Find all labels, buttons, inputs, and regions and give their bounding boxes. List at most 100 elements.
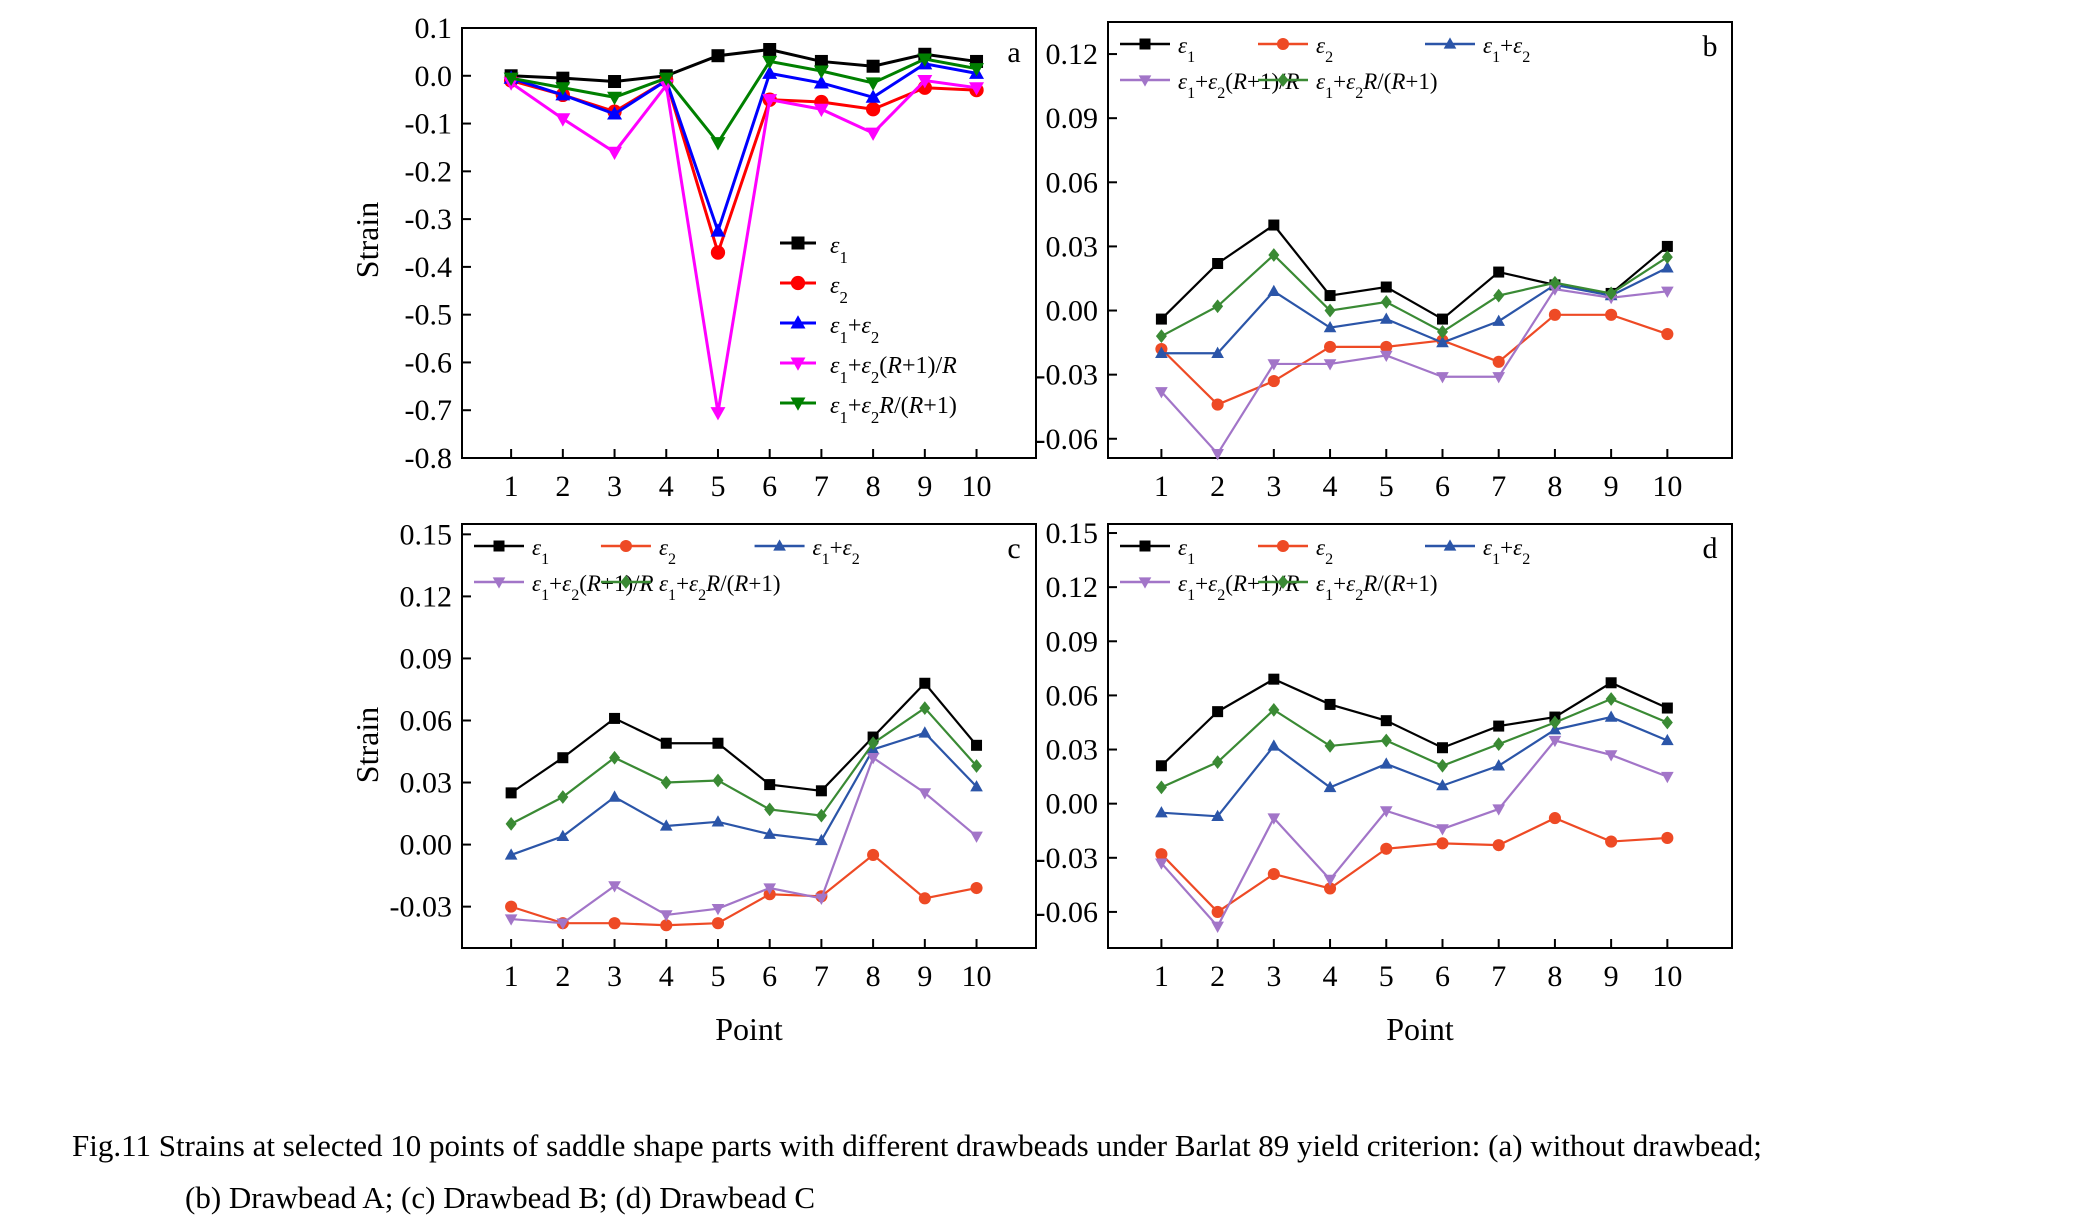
- data-point: [660, 919, 673, 932]
- x-tick-label: 5: [1379, 470, 1394, 503]
- legend-label: ε2: [830, 273, 848, 307]
- legend-marker: [619, 539, 632, 553]
- plot-frame-a: [461, 27, 1037, 459]
- data-point: [1492, 804, 1506, 816]
- data-point: [608, 790, 621, 802]
- y-tick-label: 0.15: [400, 518, 453, 551]
- data-point: [1324, 739, 1336, 753]
- y-tick-label: 0.1: [415, 12, 453, 45]
- data-point: [1492, 314, 1506, 326]
- legend-label: ε1+ε2R/(R+1): [830, 393, 957, 427]
- data-point: [1212, 299, 1224, 314]
- legend-label: ε1+ε2(R+1)/R: [1178, 69, 1300, 102]
- y-tick-label: 0.12: [1046, 38, 1099, 71]
- data-point: [1492, 839, 1505, 852]
- data-point: [815, 833, 828, 846]
- data-point: [763, 43, 777, 56]
- y-tick-label: -0.06: [1036, 423, 1099, 456]
- y-tick-label: -0.06: [1036, 896, 1099, 929]
- x-tick-label: 1: [504, 960, 519, 993]
- data-point: [969, 63, 985, 77]
- x-tick-label: 8: [866, 470, 881, 503]
- data-point: [712, 737, 724, 749]
- figure-caption: Fig.11 Strains at selected 10 points of …: [72, 1120, 2052, 1224]
- y-tick-label: 0.09: [1046, 102, 1099, 135]
- series-a-3: [503, 75, 985, 421]
- data-point: [1155, 858, 1168, 870]
- data-point: [1267, 284, 1281, 296]
- data-point: [1380, 733, 1392, 748]
- data-point: [711, 904, 725, 916]
- x-tick-label: 4: [659, 960, 674, 993]
- data-point: [1436, 335, 1449, 348]
- data-point: [1211, 346, 1224, 358]
- data-point: [764, 779, 776, 791]
- legend-c: ε1 ε2 ε1+ε2 ε1+ε2(R+1)/R ε1+ε2R/(R+1): [474, 535, 860, 604]
- x-tick-label: 1: [1154, 470, 1169, 503]
- legend-marker: [1277, 575, 1289, 589]
- data-point: [917, 53, 933, 67]
- data-point: [1380, 842, 1393, 855]
- series-line: [1160, 739, 1668, 929]
- data-point: [608, 881, 621, 893]
- y-tick-label: -0.2: [405, 155, 453, 188]
- x-tick-label: 8: [1547, 470, 1562, 503]
- data-point: [1155, 329, 1167, 344]
- x-tick-label: 10: [1652, 960, 1682, 993]
- data-point: [1155, 780, 1167, 795]
- data-point: [1661, 327, 1674, 341]
- data-point: [1267, 739, 1281, 751]
- data-point: [660, 775, 672, 790]
- data-point: [763, 883, 777, 895]
- series-b-3: [1155, 284, 1674, 461]
- data-point: [1324, 303, 1336, 318]
- data-point: [557, 790, 569, 804]
- chart-panel-c: 0.15 0.12 0.09 0.06 0.03 0.00 -0.03 1 2 3 4 5 6 7 8 9 10…: [349, 518, 1037, 1047]
- series-line: [510, 57, 977, 146]
- data-point: [556, 918, 570, 930]
- data-point: [1211, 449, 1224, 461]
- legend-label: ε1+ε2(R+1)/R: [830, 353, 957, 387]
- series-line: [1160, 313, 1668, 406]
- data-point: [918, 788, 932, 800]
- data-point: [1605, 308, 1618, 321]
- data-point: [815, 785, 827, 797]
- legend-label: ε1+ε2R/(R+1): [659, 571, 781, 604]
- data-point: [1436, 325, 1448, 339]
- legend-b: ε1 ε2 ε1+ε2 ε1+ε2(R+1)/R ε1+ε2R/(R+1): [1120, 33, 1530, 102]
- data-point: [1323, 321, 1337, 333]
- y-tick-label: -0.8: [405, 442, 453, 475]
- data-point: [1548, 735, 1562, 748]
- data-point: [503, 72, 519, 86]
- series-line: [510, 78, 977, 413]
- legend-label: ε2: [1316, 535, 1333, 568]
- data-point: [1661, 702, 1673, 714]
- data-point: [658, 72, 674, 86]
- legend-label: ε1+ε2: [1483, 33, 1530, 66]
- legend-label: ε1+ε2(R+1)/R: [1178, 571, 1300, 604]
- data-point: [970, 831, 983, 843]
- data-point: [1549, 715, 1561, 730]
- y-tick-label: -0.1: [405, 108, 453, 141]
- x-axis-label: Point: [1386, 1011, 1454, 1047]
- data-point: [1661, 831, 1674, 844]
- data-point: [1155, 313, 1167, 325]
- data-point: [1211, 809, 1224, 821]
- data-point: [762, 94, 778, 108]
- data-point: [1436, 313, 1448, 325]
- x-tick-label: 6: [1435, 960, 1450, 993]
- data-point: [1436, 837, 1449, 850]
- data-point: [710, 223, 726, 237]
- x-tick-label: 9: [1604, 960, 1619, 993]
- legend-marker: [791, 236, 805, 250]
- data-point: [918, 726, 932, 738]
- series-a-2: [503, 56, 985, 237]
- data-point: [1212, 755, 1224, 770]
- data-point: [1436, 779, 1449, 791]
- series-b-1: [1155, 308, 1674, 411]
- data-point: [1549, 275, 1561, 290]
- data-point: [813, 103, 829, 118]
- x-tick-label: 5: [710, 960, 725, 993]
- y-tick-label: 0.03: [1046, 230, 1099, 263]
- data-point: [1548, 284, 1562, 296]
